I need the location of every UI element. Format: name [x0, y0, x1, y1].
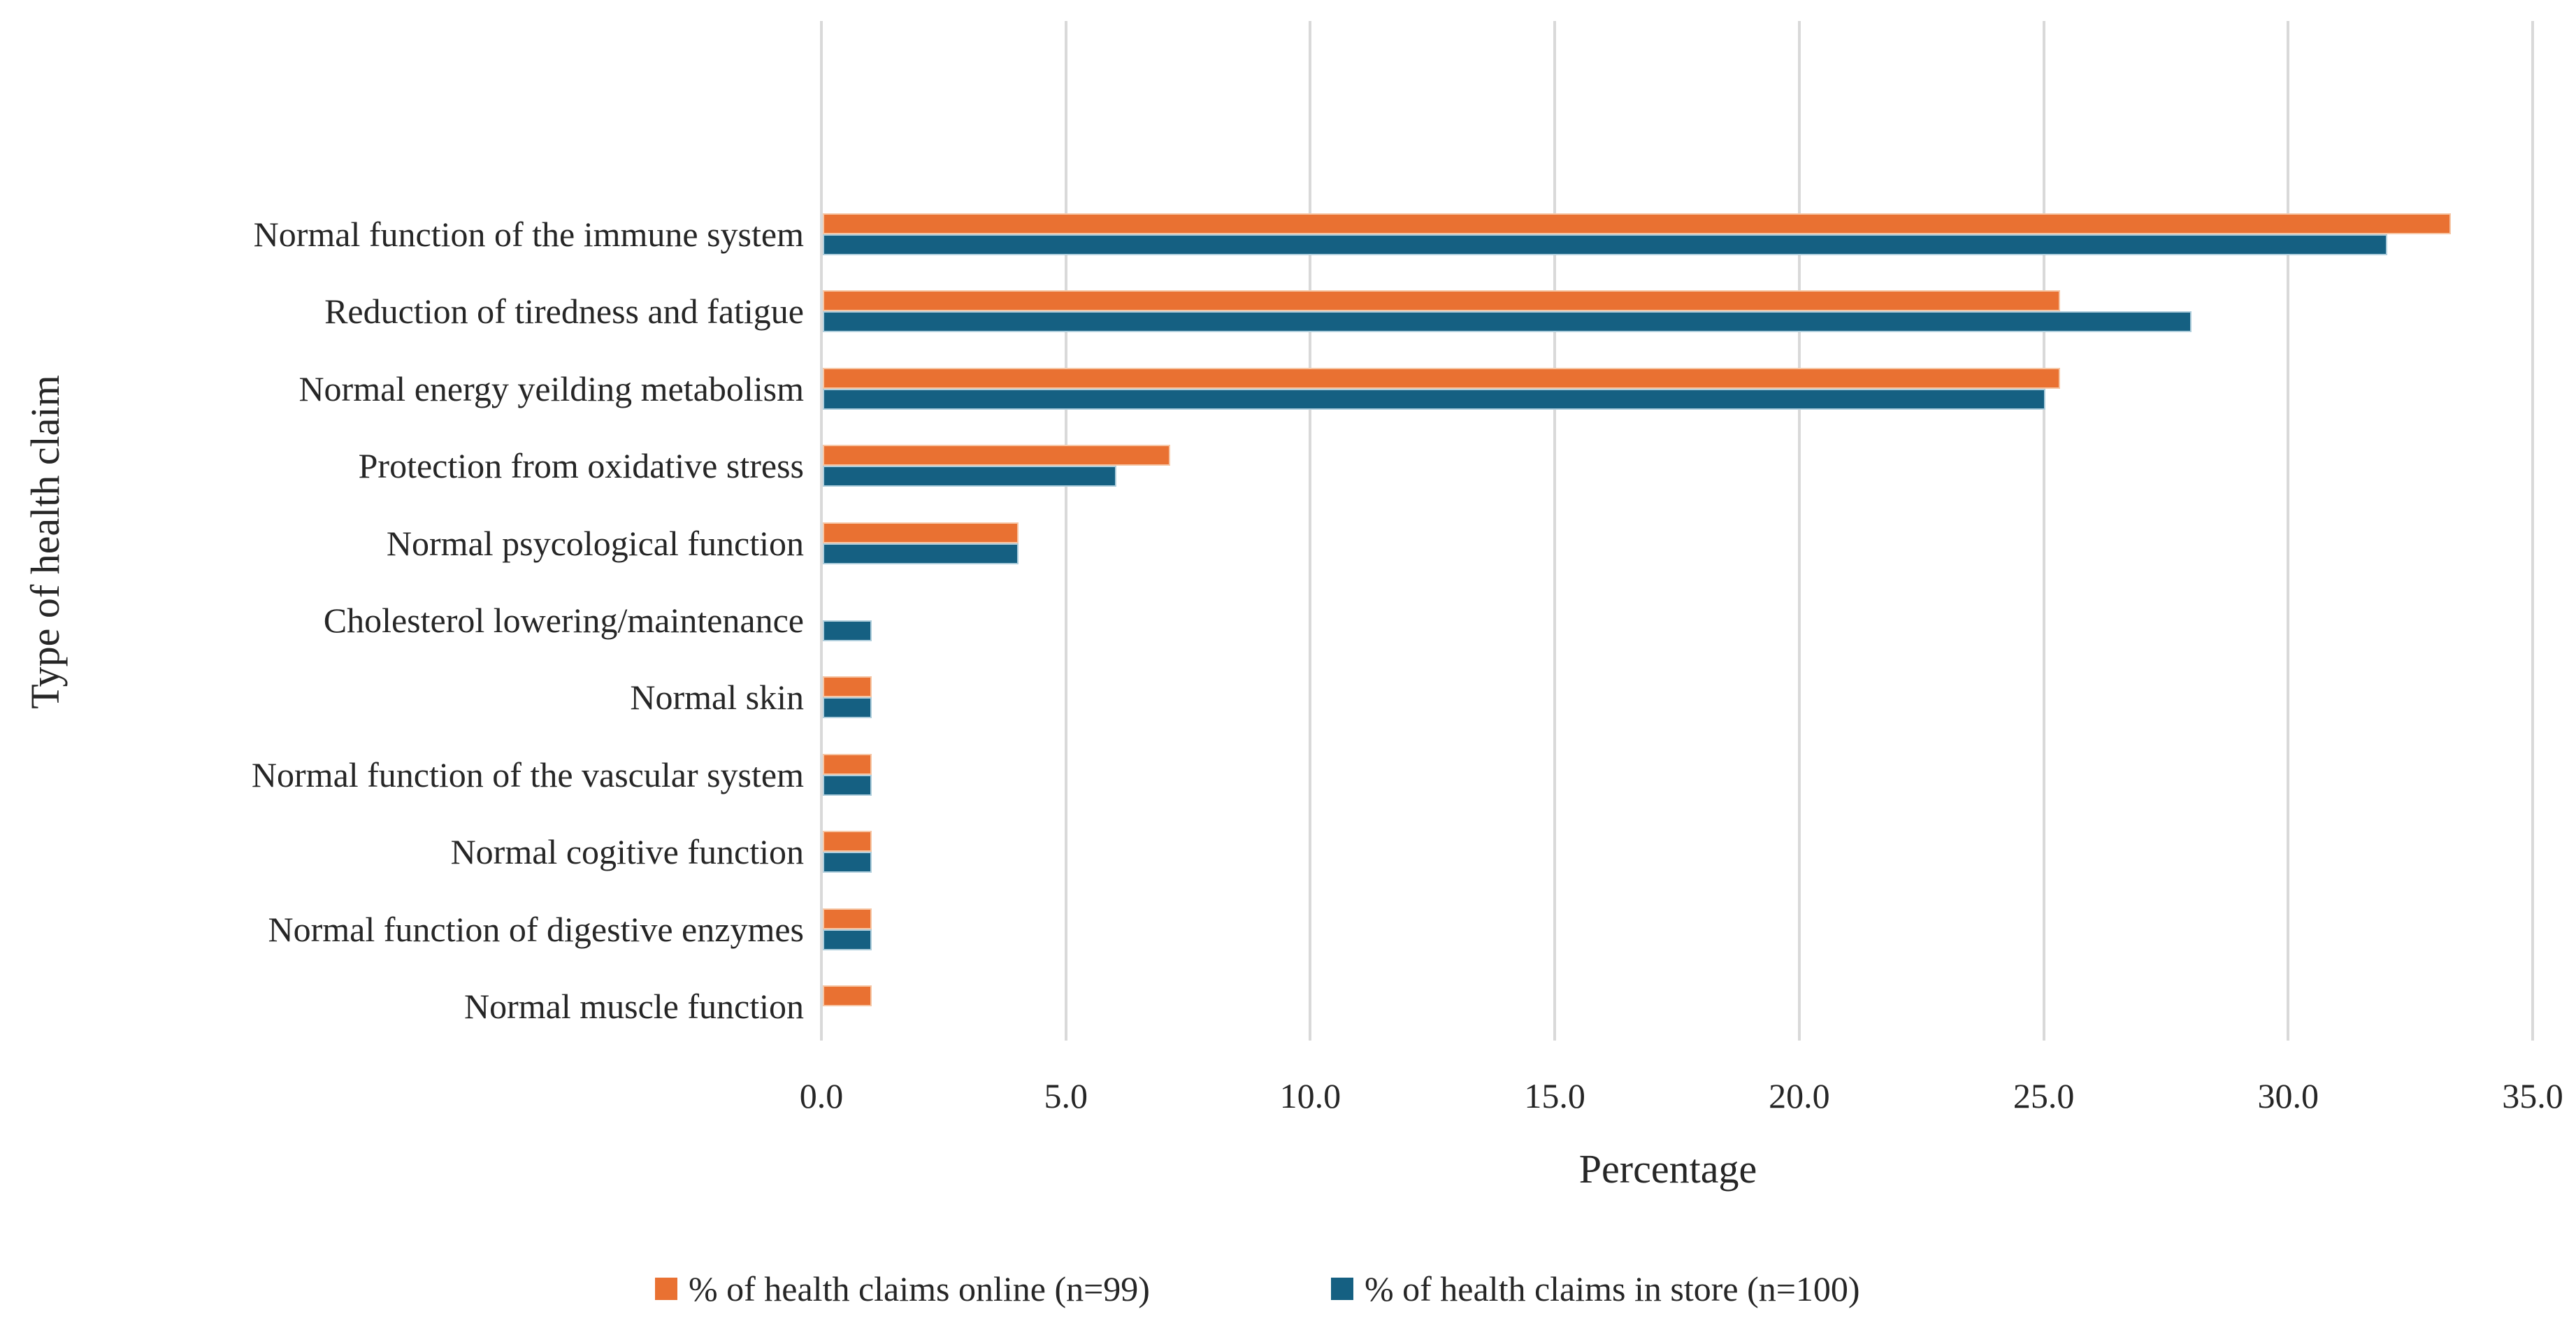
x-tick-label: 20.0 [1769, 1076, 1830, 1115]
x-tick-label: 25.0 [2013, 1076, 2075, 1115]
bar-store [823, 852, 872, 873]
x-tick-label: 5.0 [1044, 1076, 1088, 1115]
bar-online [823, 290, 2060, 312]
legend-item-online: % of health claims online (n=99) [655, 1271, 1150, 1306]
bar-store [823, 543, 1019, 564]
category-label: Normal function of digestive enzymes [268, 909, 804, 949]
gridline [2042, 21, 2045, 1041]
gridline [2531, 21, 2534, 1041]
legend-label-store: % of health claims in store (n=100) [1365, 1269, 1860, 1308]
bar-online [823, 676, 872, 698]
category-label: Normal function of the vascular system [251, 755, 804, 794]
gridline [820, 21, 823, 1041]
bar-store [823, 388, 2045, 410]
bar-store [823, 234, 2388, 255]
category-label: Normal energy yeilding metabolism [298, 369, 804, 408]
x-tick-label: 0.0 [799, 1076, 844, 1115]
bar-store [823, 311, 2192, 333]
legend-label-online: % of health claims online (n=99) [689, 1269, 1150, 1308]
legend-swatch-online-icon [655, 1278, 677, 1300]
gridline [1797, 21, 1801, 1041]
x-tick-label: 30.0 [2257, 1076, 2319, 1115]
bar-online [823, 445, 1170, 466]
category-label: Normal skin [630, 678, 804, 717]
gridline [1553, 21, 1557, 1041]
category-label: Normal muscle function [464, 987, 804, 1026]
category-label: Cholesterol lowering/maintenance [323, 601, 804, 640]
category-label: Normal cogitive function [450, 832, 804, 872]
category-label: Normal function of the immune system [253, 215, 804, 254]
bar-online [823, 908, 872, 929]
bar-store [823, 774, 872, 796]
category-label: Protection from oxidative stress [358, 446, 804, 486]
category-label: Reduction of tiredness and fatigue [324, 292, 804, 331]
bar-online [823, 831, 872, 852]
bar-online [823, 213, 2452, 234]
bar-store [823, 620, 872, 641]
category-label: Normal psycological function [386, 523, 804, 563]
x-tick-label: 15.0 [1524, 1076, 1585, 1115]
bar-online [823, 753, 872, 775]
legend-swatch-store-icon [1331, 1278, 1353, 1300]
x-axis-title: Percentage [1578, 1146, 1757, 1192]
x-tick-label: 10.0 [1279, 1076, 1341, 1115]
gridline [1309, 21, 1312, 1041]
bar-online [823, 985, 872, 1006]
gridline [2287, 21, 2290, 1041]
x-tick-label: 35.0 [2502, 1076, 2563, 1115]
bar-online [823, 367, 2060, 389]
bar-store [823, 697, 872, 719]
legend-item-store: % of health claims in store (n=100) [1331, 1271, 1860, 1306]
bar-store [823, 466, 1116, 487]
bar-online [823, 522, 1019, 543]
gridline [1064, 21, 1067, 1041]
bar-store [823, 929, 872, 950]
y-axis-title: Type of health claim [22, 375, 68, 709]
